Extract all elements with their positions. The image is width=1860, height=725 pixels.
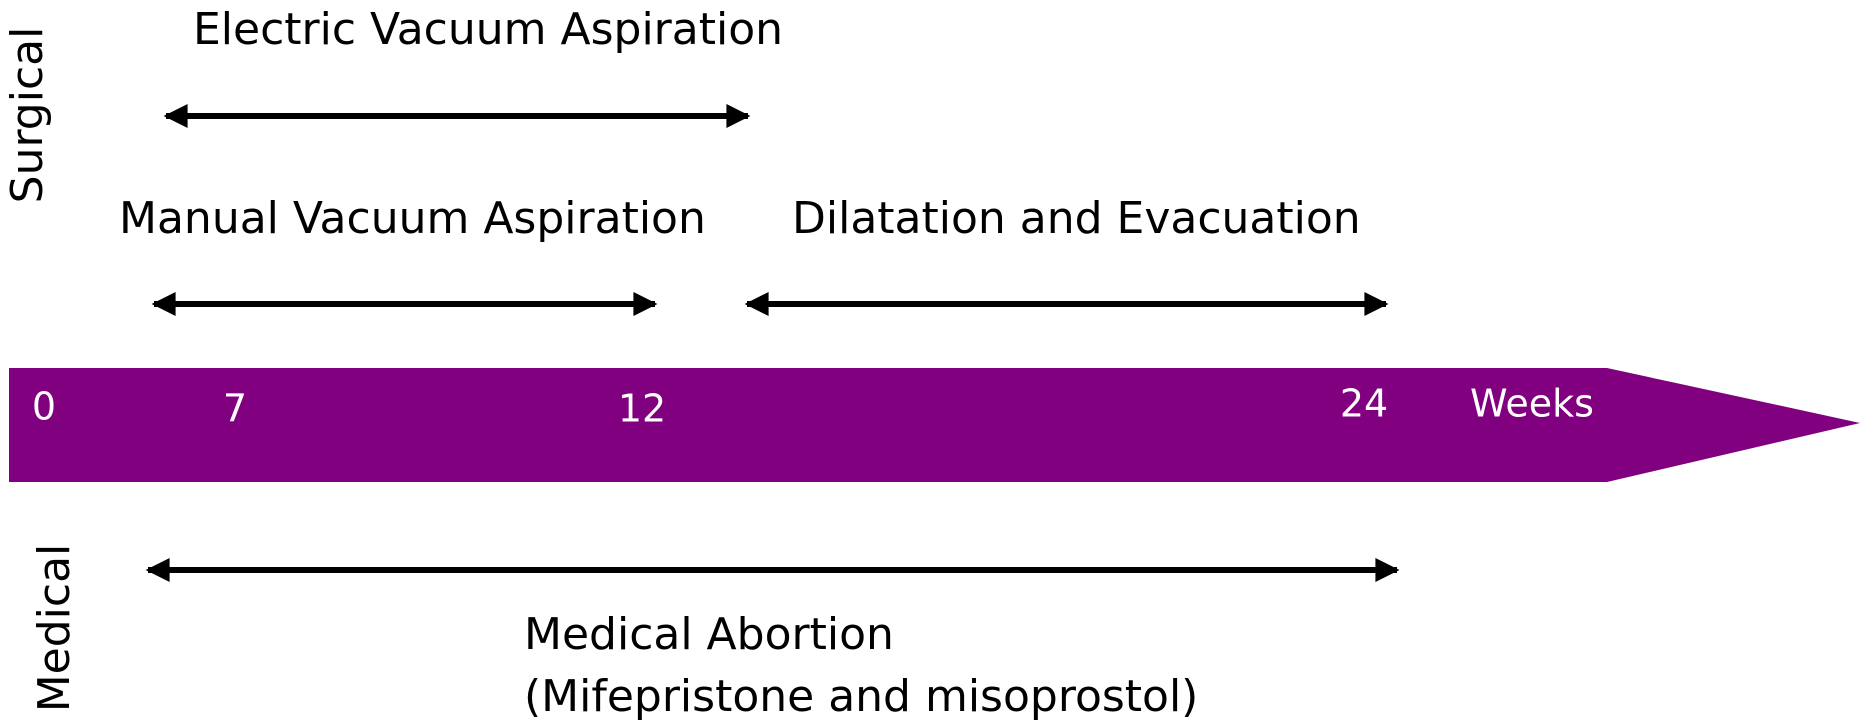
unit-label: Weeks [1470, 382, 1594, 426]
side-label: Surgical [2, 27, 53, 204]
timeline-bar [9, 368, 1860, 482]
tick-label: 0 [32, 385, 56, 429]
medical-label: (Mifepristone and misoprostol) [524, 671, 1198, 722]
procedure-label: Manual Vacuum Aspiration [119, 193, 706, 244]
procedure-label: Electric Vacuum Aspiration [193, 4, 783, 55]
tick-label: 7 [223, 387, 247, 431]
tick-label: 12 [618, 387, 666, 431]
medical-label: Medical Abortion [524, 609, 894, 660]
tick-label: 24 [1340, 382, 1388, 426]
procedure-label: Dilatation and Evacuation [792, 193, 1361, 244]
side-label: Medical [29, 544, 80, 713]
